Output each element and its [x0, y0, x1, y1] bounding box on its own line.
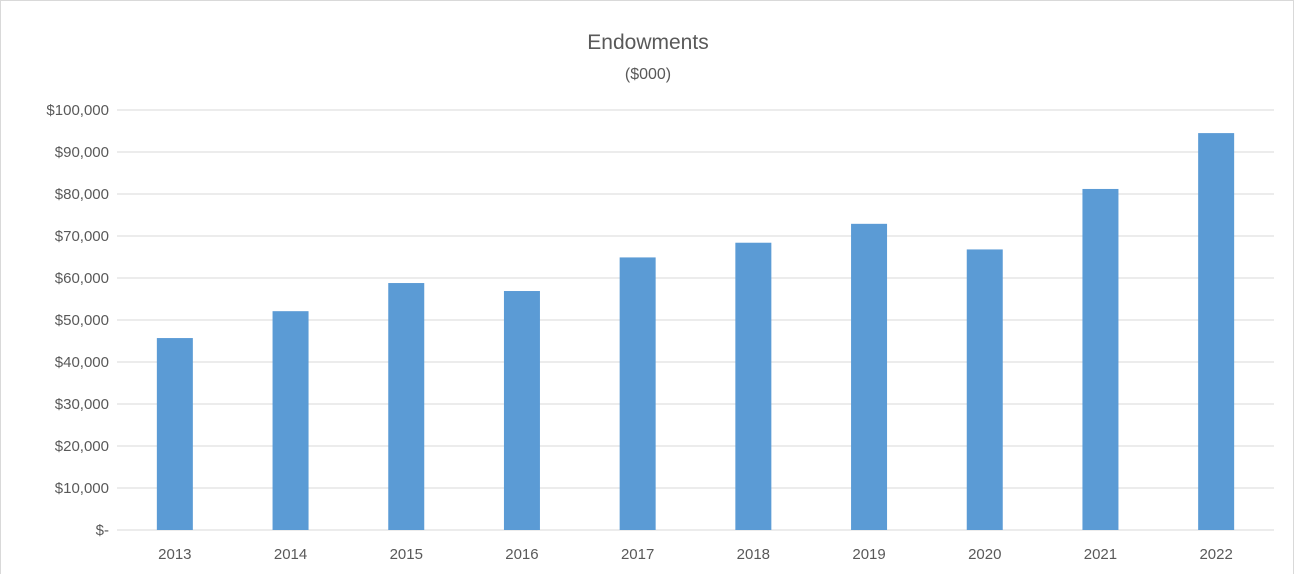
- bar-2019: [851, 223, 888, 530]
- chart-title: Endowments: [587, 31, 708, 54]
- bar-2021: [1082, 188, 1119, 530]
- y-tick-label: $40,000: [55, 354, 109, 371]
- y-tick-label: $100,000: [46, 102, 109, 119]
- x-tick-label: 2018: [737, 546, 770, 563]
- bar-2015: [388, 283, 425, 530]
- bar-2014: [272, 311, 309, 530]
- bar-2013: [156, 338, 193, 530]
- y-tick-label: $70,000: [55, 228, 109, 245]
- y-tick-label: $30,000: [55, 396, 109, 413]
- bars: [156, 133, 1235, 530]
- y-tick-label: $90,000: [55, 144, 109, 161]
- x-tick-label: 2015: [390, 546, 423, 563]
- x-tick-label: 2014: [274, 546, 307, 563]
- y-tick-label: $80,000: [55, 186, 109, 203]
- y-tick-label: $60,000: [55, 270, 109, 287]
- x-tick-label: 2019: [852, 546, 885, 563]
- x-tick-label: 2016: [505, 546, 538, 563]
- y-tick-label: $50,000: [55, 312, 109, 329]
- y-tick-label: $20,000: [55, 438, 109, 455]
- y-axis-tick-labels: $- $10,000 $20,000 $30,000 $40,000 $50,000 $60…: [46, 102, 109, 539]
- bar-2022: [1198, 133, 1235, 530]
- x-tick-label: 2013: [158, 546, 191, 563]
- gridlines: [117, 109, 1274, 531]
- bar-2016: [503, 291, 540, 530]
- chart-subtitle: ($000): [625, 66, 671, 83]
- x-tick-label: 2022: [1199, 546, 1232, 563]
- bar-2020: [966, 249, 1003, 530]
- bar-2018: [735, 242, 772, 530]
- x-tick-label: 2020: [968, 546, 1001, 563]
- bar-2017: [619, 257, 656, 530]
- y-tick-label: $-: [96, 522, 109, 539]
- y-tick-label: $10,000: [55, 480, 109, 497]
- x-tick-label: 2021: [1084, 546, 1117, 563]
- x-tick-label: 2017: [621, 546, 654, 563]
- x-axis-tick-labels: 2013 2014 2015 2016 2017 2018 2019 2020 2021 2022: [158, 546, 1233, 563]
